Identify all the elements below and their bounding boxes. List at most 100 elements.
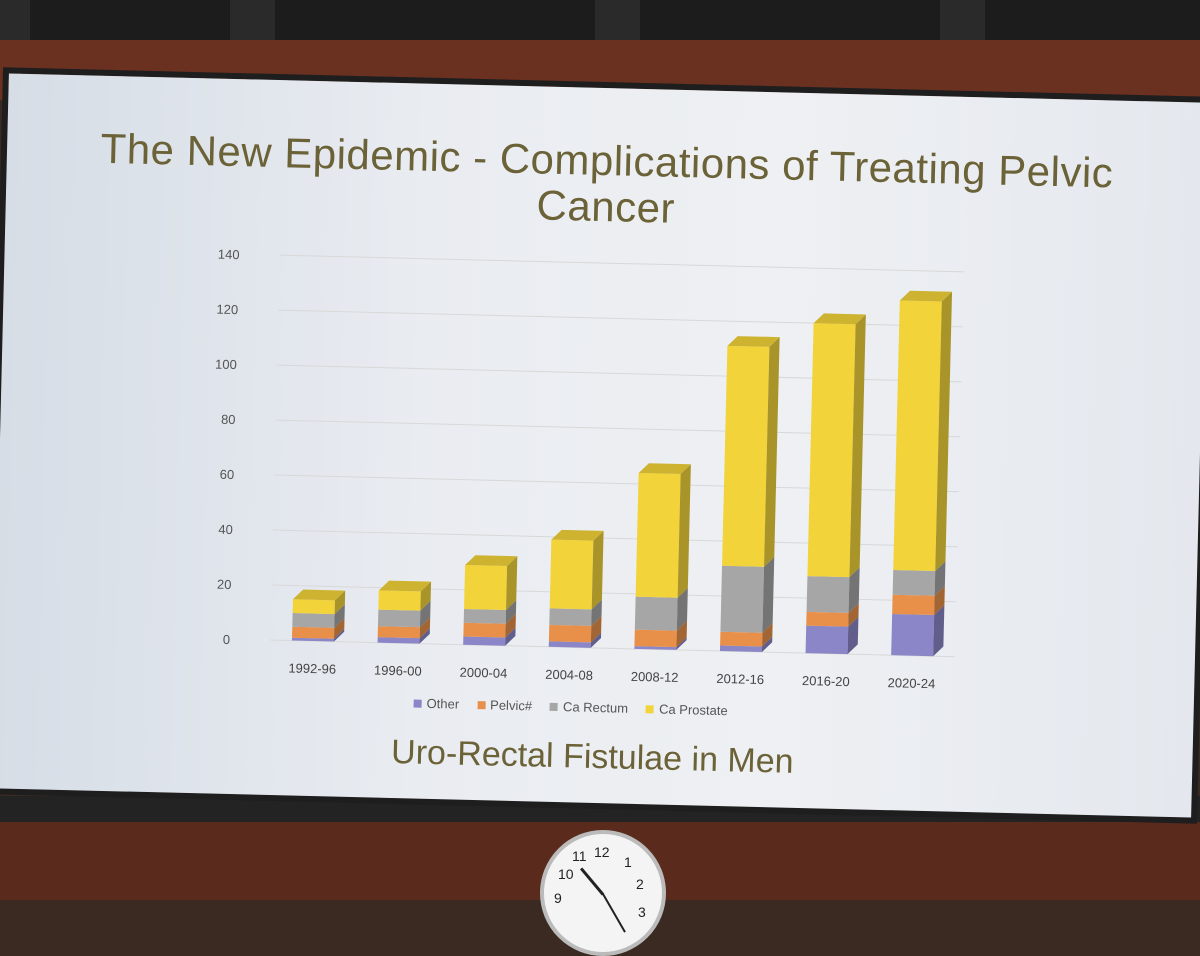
bar-segment: [377, 609, 421, 628]
bar-segment: [720, 631, 763, 647]
bar-segment-side: [676, 637, 687, 650]
bar-segment: [893, 300, 942, 571]
bar-segment-side: [333, 629, 345, 642]
legend-swatch: [413, 699, 422, 708]
bar-segment-side: [419, 617, 431, 639]
stacked-bar-chart: 0 20 40 60 80 100 120 140 1992-96 1996-00 2000-04 2…: [215, 247, 965, 691]
legend-item: Ca Rectum: [549, 699, 629, 716]
clock-minute-hand: [602, 893, 626, 933]
bar-segment-side: [762, 623, 773, 647]
clock-number: 2: [636, 876, 644, 892]
legend-label: Ca Rectum: [562, 699, 629, 716]
bar-top: [899, 290, 953, 302]
bar-segment: [722, 345, 770, 567]
ceiling-panel: [640, 0, 940, 45]
clock-number: 12: [594, 844, 610, 860]
bar-top: [378, 580, 432, 592]
legend-swatch: [477, 700, 486, 709]
legend-swatch: [645, 704, 655, 713]
bar-segment: [291, 637, 335, 642]
bar-segment-side: [420, 581, 432, 611]
bar-segment: [720, 565, 765, 633]
bar-top: [292, 589, 346, 601]
legend-item: Ca Prostate: [645, 701, 728, 719]
x-tick-label: 2004-08: [545, 667, 593, 683]
bar-segment: [549, 608, 592, 626]
bar-segment-side: [590, 616, 602, 643]
bar-segment-side: [676, 587, 688, 631]
ceiling-panel: [30, 0, 230, 45]
bar-segment: [548, 641, 591, 648]
bar-segment: [807, 323, 856, 578]
bar-top: [465, 555, 518, 567]
x-tick-label: 2008-12: [631, 669, 679, 685]
bar-segment-side: [334, 590, 346, 615]
bar-segment: [292, 599, 335, 615]
bar-segment-side: [676, 620, 688, 648]
x-tick-label: 1996-00: [374, 663, 422, 679]
bar-segment-side: [933, 605, 945, 657]
bar-segment-side: [848, 567, 860, 613]
bar-segment: [806, 611, 849, 627]
bar-segment-side: [762, 557, 775, 633]
bar-segment: [892, 569, 936, 596]
wall-clock: 12 1 2 3 9 10 11: [540, 830, 666, 956]
x-tick-label: 2000-04: [459, 665, 507, 681]
y-tick-label: 0: [223, 632, 231, 647]
clock-number: 9: [554, 890, 562, 906]
projector-screen: The New Epidemic - Complications of Trea…: [0, 73, 1200, 818]
legend-swatch: [549, 702, 559, 711]
y-tick-label: 80: [221, 412, 236, 427]
x-tick-label: 2016-20: [802, 673, 850, 689]
ceiling-panel: [985, 0, 1200, 45]
bar-segment: [463, 622, 506, 638]
bar-segment: [805, 625, 849, 655]
bar-segment: [891, 613, 935, 657]
x-tick-label: 2020-24: [887, 675, 935, 691]
bar-segment: [463, 636, 506, 646]
bar-segment-side: [334, 604, 345, 628]
y-tick-label: 140: [218, 247, 240, 263]
bar-segment-side: [590, 632, 602, 648]
ceiling-panel: [275, 0, 595, 45]
legend-item: Other: [413, 696, 459, 712]
y-tick-label: 20: [217, 577, 232, 592]
bar-segment: [892, 594, 935, 615]
legend-label: Pelvic#: [489, 697, 533, 714]
bar-segment-side: [761, 636, 773, 653]
bar-segment-side: [419, 600, 431, 628]
bar-segment-side: [764, 337, 780, 567]
bar-segment-side: [849, 314, 866, 578]
bar-segment: [292, 613, 335, 628]
bar-top: [551, 529, 604, 541]
clock-number: 10: [558, 866, 574, 882]
y-tick-label: 40: [218, 522, 233, 537]
bar-segment: [719, 645, 763, 653]
bar-segment-side: [419, 628, 430, 644]
bar-segment-side: [505, 613, 516, 638]
x-tick-label: 1992-96: [288, 660, 336, 676]
bar-segment-side: [677, 464, 691, 598]
y-tick-label: 100: [215, 357, 237, 373]
bar-segment-side: [848, 603, 859, 627]
bar-segment: [549, 539, 594, 610]
bar-segment: [634, 596, 678, 631]
ceiling: [0, 0, 1200, 60]
bar-segment: [463, 608, 507, 624]
legend-label: Ca Prostate: [658, 701, 728, 719]
bar-segment-side: [934, 585, 945, 615]
bar-top: [727, 336, 780, 347]
bar-segment-side: [505, 627, 516, 646]
legend-label: Other: [426, 695, 460, 712]
bar-segment-side: [334, 618, 345, 639]
bar-segment-side: [847, 616, 859, 655]
bar-segment-side: [935, 291, 953, 571]
bar-segment-side: [506, 556, 518, 611]
bar-segment: [464, 564, 508, 611]
bar-segment-side: [591, 530, 604, 610]
bar-segment: [634, 629, 677, 648]
bar-segment: [548, 624, 592, 643]
bar-top: [813, 313, 866, 325]
bar-segment-side: [591, 599, 602, 626]
clock-number: 1: [624, 854, 632, 870]
